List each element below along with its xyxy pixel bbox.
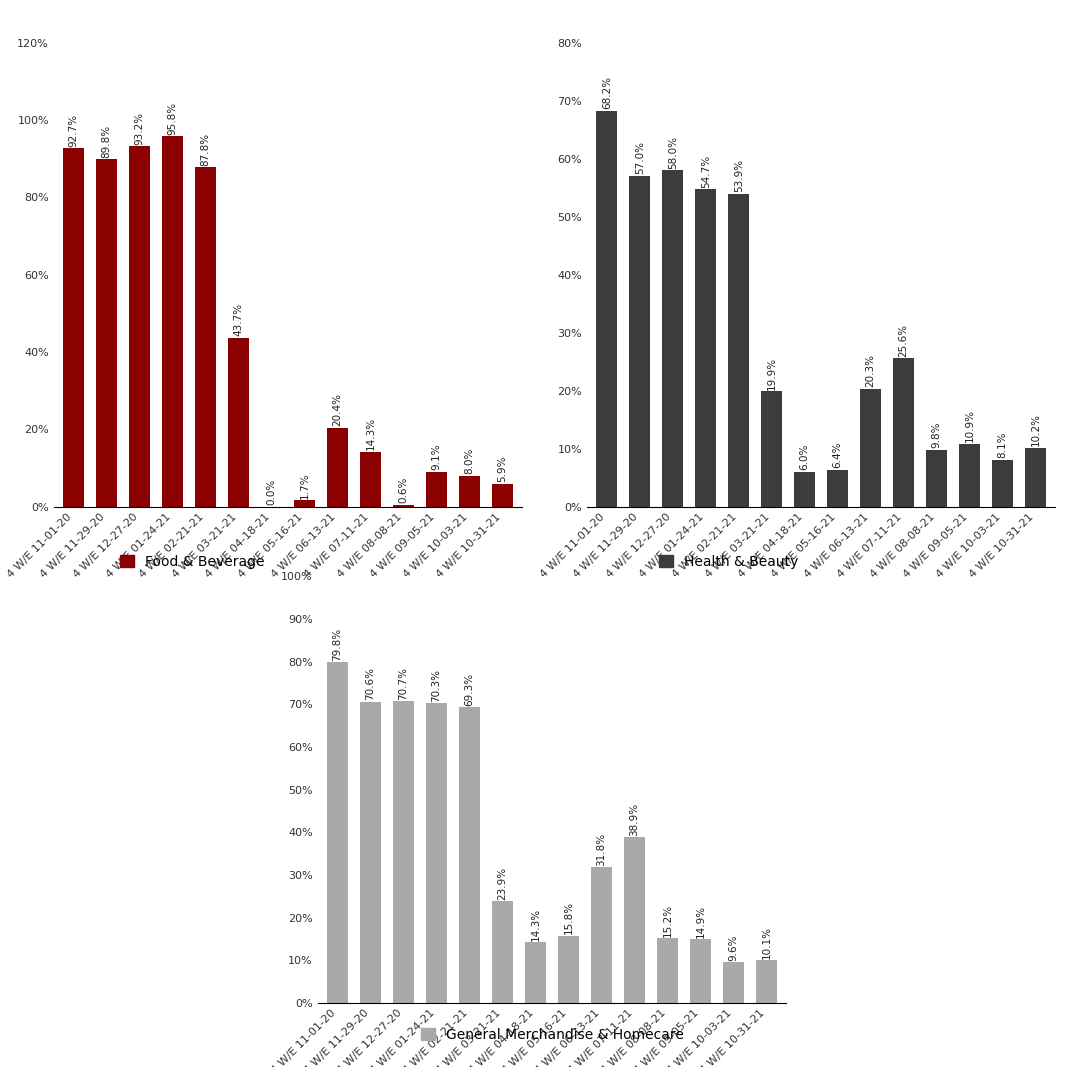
Text: 0.0%: 0.0% bbox=[267, 479, 277, 506]
Bar bbox=[294, 500, 316, 507]
Text: 69.3%: 69.3% bbox=[464, 673, 475, 706]
Bar bbox=[62, 148, 84, 507]
Bar bbox=[228, 338, 250, 507]
Text: 68.2%: 68.2% bbox=[602, 76, 612, 110]
Bar bbox=[657, 938, 679, 1003]
Text: 58.0%: 58.0% bbox=[668, 136, 677, 169]
Bar bbox=[761, 392, 783, 507]
Text: 92.7%: 92.7% bbox=[69, 113, 79, 147]
Bar bbox=[959, 444, 980, 507]
Text: 70.7%: 70.7% bbox=[398, 667, 408, 700]
Text: 38.9%: 38.9% bbox=[629, 802, 640, 835]
Text: 14.9%: 14.9% bbox=[696, 905, 705, 938]
Bar bbox=[492, 484, 514, 507]
Legend: Health & Beauty: Health & Beauty bbox=[653, 550, 803, 574]
Bar bbox=[129, 146, 151, 507]
Bar bbox=[662, 171, 684, 507]
Text: 6.0%: 6.0% bbox=[800, 444, 810, 471]
Bar bbox=[558, 936, 579, 1003]
Bar bbox=[590, 867, 612, 1003]
Bar bbox=[596, 111, 617, 507]
Bar bbox=[326, 663, 348, 1003]
Bar bbox=[893, 359, 914, 507]
Bar bbox=[459, 476, 480, 507]
Bar bbox=[393, 505, 415, 507]
Text: 8.1%: 8.1% bbox=[997, 431, 1008, 458]
Bar bbox=[624, 837, 645, 1003]
Bar bbox=[492, 901, 514, 1003]
Text: 10.9%: 10.9% bbox=[965, 409, 975, 442]
Text: 19.9%: 19.9% bbox=[767, 356, 777, 389]
Bar bbox=[524, 942, 546, 1003]
Text: 70.6%: 70.6% bbox=[365, 667, 376, 700]
Text: 10.2%: 10.2% bbox=[1031, 413, 1040, 446]
Bar bbox=[926, 450, 948, 507]
Bar bbox=[326, 428, 348, 507]
Text: 23.9%: 23.9% bbox=[498, 866, 507, 899]
Text: 5.9%: 5.9% bbox=[498, 456, 507, 482]
Text: 14.3%: 14.3% bbox=[365, 417, 376, 450]
Text: 70.3%: 70.3% bbox=[432, 669, 442, 702]
Text: 20.3%: 20.3% bbox=[866, 354, 876, 387]
Text: 79.8%: 79.8% bbox=[333, 628, 342, 662]
Bar bbox=[360, 702, 381, 1003]
Text: 1.7%: 1.7% bbox=[299, 473, 309, 498]
Legend: General Merchandise & Homecare: General Merchandise & Homecare bbox=[416, 1022, 689, 1047]
Text: 10.1%: 10.1% bbox=[761, 925, 771, 958]
Text: 87.8%: 87.8% bbox=[200, 132, 211, 165]
Bar bbox=[195, 168, 216, 507]
Bar bbox=[96, 159, 117, 507]
Text: 15.2%: 15.2% bbox=[662, 904, 672, 937]
Text: 0.6%: 0.6% bbox=[398, 477, 408, 503]
Text: 31.8%: 31.8% bbox=[597, 833, 606, 866]
Bar bbox=[723, 962, 744, 1003]
Text: 95.8%: 95.8% bbox=[168, 101, 178, 134]
Bar bbox=[425, 703, 447, 1003]
Text: 93.2%: 93.2% bbox=[135, 112, 144, 145]
Text: 15.8%: 15.8% bbox=[563, 902, 573, 935]
Text: 9.8%: 9.8% bbox=[932, 421, 941, 448]
Bar bbox=[992, 460, 1013, 507]
Bar bbox=[756, 960, 778, 1003]
Bar bbox=[728, 194, 750, 507]
Bar bbox=[859, 389, 881, 507]
Bar bbox=[162, 137, 183, 507]
Text: 53.9%: 53.9% bbox=[733, 159, 744, 192]
Text: 20.4%: 20.4% bbox=[333, 394, 342, 427]
Bar bbox=[827, 469, 849, 507]
Bar bbox=[689, 939, 711, 1003]
Text: 8.0%: 8.0% bbox=[464, 448, 475, 475]
Bar bbox=[393, 701, 415, 1003]
Text: 43.7%: 43.7% bbox=[234, 303, 243, 336]
Bar bbox=[1025, 448, 1047, 507]
Bar bbox=[425, 472, 447, 507]
Text: 25.6%: 25.6% bbox=[898, 323, 909, 356]
Text: 89.8%: 89.8% bbox=[101, 125, 112, 158]
Text: 54.7%: 54.7% bbox=[701, 155, 711, 188]
Bar bbox=[629, 176, 651, 507]
Bar bbox=[360, 451, 381, 507]
Bar bbox=[459, 707, 480, 1003]
Text: 14.3%: 14.3% bbox=[531, 908, 541, 941]
Text: 57.0%: 57.0% bbox=[634, 142, 645, 174]
Text: 9.1%: 9.1% bbox=[432, 444, 442, 471]
Bar bbox=[794, 472, 815, 507]
Legend: Food & Beverage: Food & Beverage bbox=[114, 550, 270, 574]
Bar bbox=[695, 190, 716, 507]
Text: 9.6%: 9.6% bbox=[728, 935, 739, 960]
Text: 6.4%: 6.4% bbox=[833, 442, 842, 468]
